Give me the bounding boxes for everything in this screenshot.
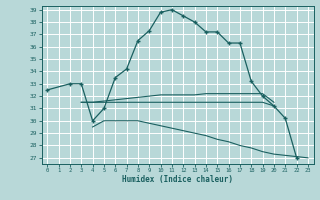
X-axis label: Humidex (Indice chaleur): Humidex (Indice chaleur) — [122, 175, 233, 184]
